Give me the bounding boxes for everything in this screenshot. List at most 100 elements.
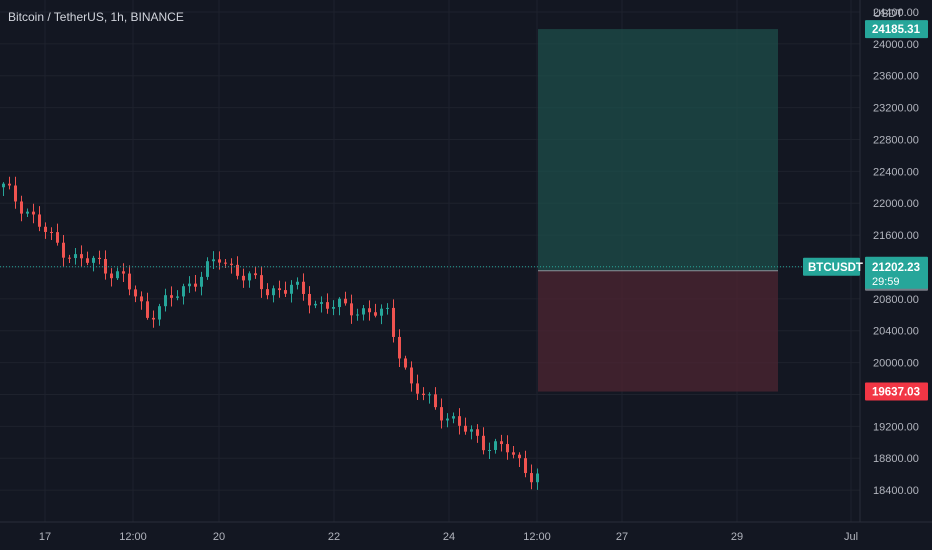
candle-body — [464, 425, 467, 432]
candle-body — [278, 288, 281, 291]
candle-body — [398, 336, 401, 359]
candle-body — [86, 258, 89, 263]
candle-body — [518, 454, 521, 459]
candle-body — [248, 273, 251, 281]
candle-body — [218, 259, 221, 263]
candle-body — [122, 271, 125, 274]
x-tick-label: 24 — [443, 531, 455, 543]
candle-body — [230, 263, 233, 265]
candle-body — [344, 298, 347, 304]
stop-price-badge-bg — [865, 382, 928, 401]
x-tick-label: 20 — [213, 531, 225, 543]
candle-body — [194, 283, 197, 287]
candle-body — [290, 284, 293, 294]
candle-body — [8, 183, 11, 186]
last-price-badge-text: 21202.23 — [872, 262, 920, 274]
y-tick-label: 19200.00 — [873, 421, 919, 433]
y-tick-label: 24000.00 — [873, 39, 919, 51]
x-tick-label: 22 — [328, 531, 340, 543]
y-tick-label: 24400.00 — [873, 7, 919, 19]
candle-body — [338, 298, 341, 308]
candle-body — [188, 283, 191, 287]
candle-body — [242, 275, 245, 281]
x-tick-label: 29 — [731, 531, 743, 543]
candle-body — [404, 358, 407, 368]
x-tick-label: Jul — [844, 531, 858, 543]
candle-body — [284, 290, 287, 294]
candle-body — [74, 254, 77, 259]
candle-body — [326, 302, 329, 309]
x-tick-label: 17 — [39, 531, 51, 543]
candle-body — [488, 449, 491, 451]
candle-body — [200, 276, 203, 287]
y-tick-label: 18800.00 — [873, 453, 919, 465]
symbol-badge-text: BTCUSDT — [808, 262, 863, 274]
y-tick-label: 18400.00 — [873, 485, 919, 497]
candle-body — [434, 394, 437, 408]
candle-body — [536, 473, 539, 483]
candle-body — [266, 289, 269, 296]
y-tick-label: 20000.00 — [873, 358, 919, 370]
candle-body — [302, 281, 305, 294]
chart-title: Bitcoin / TetherUS, 1h, BINANCE — [8, 10, 184, 24]
candle-body — [134, 289, 137, 297]
candle-body — [26, 211, 29, 214]
candle-body — [14, 185, 17, 202]
y-tick-label: 21600.00 — [873, 230, 919, 242]
position-zones[interactable] — [538, 29, 778, 392]
candle-body — [350, 303, 353, 316]
candle-body — [80, 254, 83, 259]
candle-body — [494, 441, 497, 450]
candle-body — [2, 183, 5, 188]
candle-body — [98, 257, 101, 260]
candle-body — [428, 394, 431, 396]
y-tick-label: 22800.00 — [873, 134, 919, 146]
candle-body — [314, 303, 317, 306]
candle-body — [110, 273, 113, 279]
candle-body — [476, 429, 479, 436]
candle-body — [392, 307, 395, 337]
time-axis-background[interactable] — [0, 522, 932, 550]
candle-body — [212, 259, 215, 262]
candle-body — [176, 296, 179, 298]
target-price-badge-text: 24185.31 — [872, 24, 921, 36]
candle-body — [62, 242, 65, 258]
candle-body — [482, 435, 485, 451]
y-tick-label: 23600.00 — [873, 71, 919, 83]
candle-body — [506, 444, 509, 453]
candle-body — [296, 281, 299, 285]
candle-body — [224, 262, 227, 264]
candle-body — [68, 257, 71, 259]
y-tick-label: 22400.00 — [873, 166, 919, 178]
candle-body — [236, 264, 239, 276]
candle-body — [524, 458, 527, 474]
candle-body — [410, 367, 413, 384]
candle-body — [452, 416, 455, 419]
candle-body — [104, 259, 107, 274]
candles — [2, 176, 539, 490]
candle-body — [272, 288, 275, 296]
candle-body — [356, 314, 359, 316]
candle-body — [164, 295, 167, 307]
candle-body — [20, 201, 23, 214]
candle-body — [182, 286, 185, 297]
candle-body — [512, 452, 515, 455]
candle-body — [422, 393, 425, 396]
candle-body — [386, 307, 389, 309]
candle-body — [254, 273, 257, 276]
target-price-badge-bg — [865, 20, 928, 39]
candle-body — [440, 407, 443, 421]
candle-body — [374, 312, 377, 316]
candle-body — [206, 261, 209, 277]
x-axis: 17 12:00 20 22 24 12:00 27 29 Jul — [39, 531, 858, 543]
candle-body — [158, 306, 161, 320]
y-tick-label: 20400.00 — [873, 326, 919, 338]
currency-label: USDT — [873, 8, 903, 20]
x-tick-label: 12:00 — [523, 531, 551, 543]
candle-body — [152, 317, 155, 320]
candle-body — [128, 273, 131, 290]
candle-body — [140, 296, 143, 302]
candle-body — [470, 429, 473, 432]
